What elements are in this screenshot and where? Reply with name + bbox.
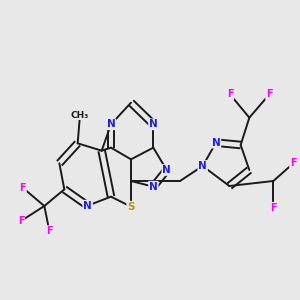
Text: N: N	[212, 138, 220, 148]
Text: N: N	[106, 119, 116, 129]
Text: F: F	[227, 89, 233, 99]
Text: N: N	[149, 182, 158, 192]
Text: F: F	[290, 158, 297, 168]
Text: S: S	[127, 202, 135, 212]
Text: F: F	[270, 203, 277, 213]
Text: N: N	[162, 165, 171, 175]
Text: N: N	[83, 201, 92, 211]
Text: F: F	[20, 183, 26, 193]
Text: CH₃: CH₃	[71, 110, 89, 119]
Text: F: F	[46, 226, 52, 236]
Text: F: F	[18, 216, 24, 226]
Text: F: F	[266, 89, 273, 99]
Text: N: N	[198, 161, 207, 171]
Text: N: N	[149, 119, 158, 129]
